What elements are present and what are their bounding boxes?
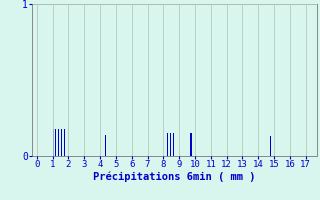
Bar bbox=[58, 129, 59, 156]
Bar bbox=[167, 133, 168, 156]
Bar bbox=[53, 129, 54, 156]
Bar bbox=[55, 129, 56, 156]
X-axis label: Précipitations 6min ( mm ): Précipitations 6min ( mm ) bbox=[93, 172, 256, 182]
Bar bbox=[173, 133, 174, 156]
Bar bbox=[190, 133, 192, 156]
Bar bbox=[170, 133, 171, 156]
Bar bbox=[61, 129, 62, 156]
Bar bbox=[64, 129, 65, 156]
Bar bbox=[105, 135, 106, 156]
Bar bbox=[269, 136, 271, 156]
